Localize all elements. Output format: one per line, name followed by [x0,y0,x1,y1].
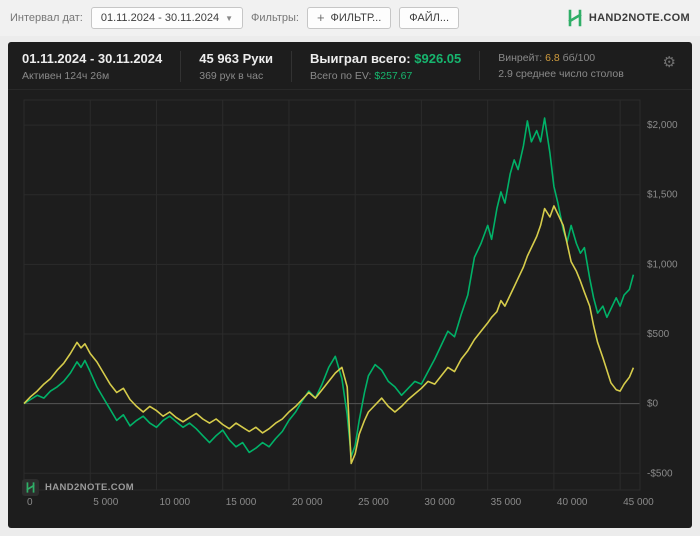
chevron-down-icon: ▼ [225,13,234,23]
toolbar: Интервал дат: 01.11.2024 - 30.11.2024 ▼ … [0,0,700,36]
filters-label: Фильтры: [251,12,299,24]
svg-text:40 000: 40 000 [557,497,588,508]
stat-won-row: Выиграл всего: $926.05 [310,51,461,66]
stat-date-range-value: 01.11.2024 - 30.11.2024 [22,51,163,66]
svg-text:$1,500: $1,500 [647,190,678,201]
svg-text:30 000: 30 000 [424,497,455,508]
svg-text:-$500: -$500 [647,468,673,479]
ev-label: Всего по EV: [310,70,372,82]
file-button-label: ФАЙЛ... [409,12,450,24]
gear-icon[interactable]: ⚙ [662,54,676,71]
add-filter-label: ФИЛЬТР... [330,12,382,24]
won-value: $926.05 [414,51,462,66]
stat-winrate-row: Винрейт: 6.8 бб/100 [498,52,624,64]
winrate-units: бб/100 [562,52,596,64]
ev-value: $257.67 [374,70,413,82]
stat-tables-avg: 2.9 среднее число столов [498,68,624,80]
chart-area: 0 5 000 10 000 15 000 20 000 25 000 30 000 35 0… [8,90,692,528]
plus-icon: + [316,10,325,25]
winrate-label: Винрейт: [498,52,543,64]
stat-hands-value: 45 963 Руки [199,51,274,66]
svg-text:5 000: 5 000 [93,497,118,508]
stats-bar: 01.11.2024 - 30.11.2024 Активен 124ч 26м… [8,42,692,90]
report-panel: 01.11.2024 - 30.11.2024 Активен 124ч 26м… [8,42,692,528]
svg-text:45 000: 45 000 [623,497,654,508]
svg-text:10 000: 10 000 [159,497,190,508]
hand2note-logo: HAND2NOTE.COM [566,9,690,27]
svg-text:$0: $0 [647,399,659,410]
svg-text:20 000: 20 000 [292,497,323,508]
stat-hands: 45 963 Руки 369 рук в час [180,51,291,82]
date-range-value: 01.11.2024 - 30.11.2024 [100,12,220,24]
svg-text:25 000: 25 000 [358,497,389,508]
svg-text:$500: $500 [647,329,670,340]
winrate-value: 6.8 [545,52,560,64]
date-interval-label: Интервал дат: [10,12,83,24]
series-line [23,117,635,458]
stat-winnings: Выиграл всего: $926.05 Всего по EV: $257… [291,51,479,82]
winnings-graph: 0 5 000 10 000 15 000 20 000 25 000 30 000 35 0… [23,99,678,508]
stat-ev-row: Всего по EV: $257.67 [310,70,461,82]
brand-name: HAND2NOTE.COM [588,12,690,24]
svg-text:35 000: 35 000 [491,497,522,508]
h2n-h-icon [568,9,582,27]
svg-text:$2,000: $2,000 [647,120,678,131]
svg-text:0: 0 [27,497,33,508]
stat-winrate: Винрейт: 6.8 бб/100 2.9 среднее число ст… [479,51,642,80]
stat-hands-per-hour: 369 рук в час [199,70,264,82]
date-range-button[interactable]: 01.11.2024 - 30.11.2024 ▼ [90,7,244,29]
add-filter-button[interactable]: + ФИЛЬТР... [306,7,392,29]
svg-text:15 000: 15 000 [226,497,257,508]
stat-date-range: 01.11.2024 - 30.11.2024 Активен 124ч 26м [20,51,180,82]
won-label: Выиграл всего: [310,51,411,66]
file-button[interactable]: ФАЙЛ... [399,7,460,29]
series-line [23,205,635,465]
svg-text:$1,000: $1,000 [647,259,678,270]
stat-active-time: Активен 124ч 26м [22,70,110,82]
